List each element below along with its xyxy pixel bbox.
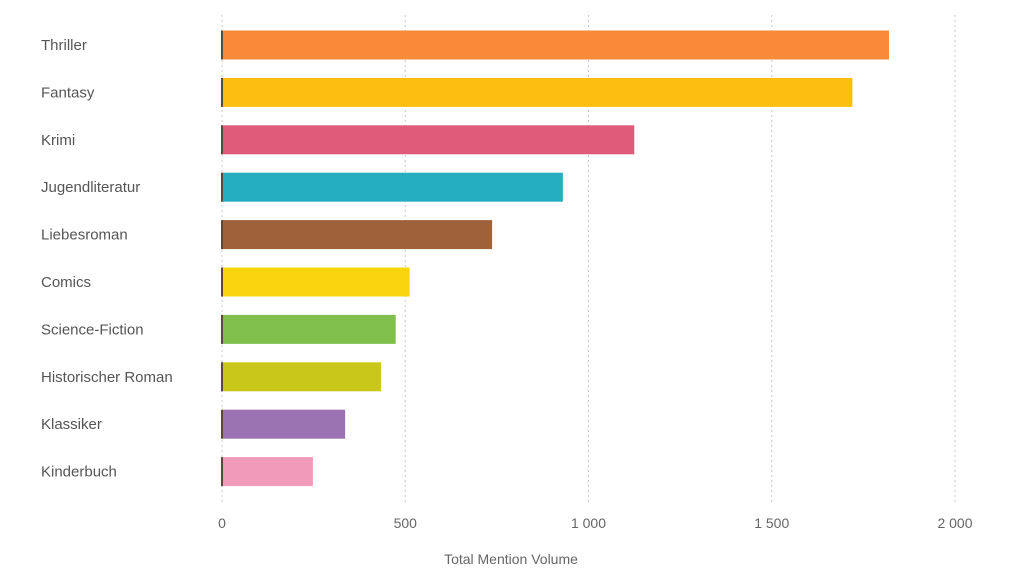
- category-label: Thriller: [41, 37, 87, 54]
- category-label: Historischer Roman: [41, 369, 173, 386]
- x-tick-label: 500: [394, 515, 418, 531]
- bar-liebesroman: [222, 220, 493, 250]
- bar-baseline: [221, 220, 223, 250]
- category-labels: Thriller Fantasy Krimi Jugendliteratur Liebe…: [41, 37, 173, 481]
- x-axis-label: Total Mention Volume: [444, 551, 578, 567]
- bar-kinderbuch: [222, 457, 313, 487]
- bar-science-fiction: [222, 314, 396, 344]
- category-label: Klassiker: [41, 416, 102, 433]
- category-label: Krimi: [41, 132, 75, 149]
- x-tick-labels: 0 500 1 000 1 500 2 000: [218, 515, 973, 531]
- x-tick-label: 0: [218, 515, 226, 531]
- category-label: Jugendliteratur: [41, 179, 140, 196]
- category-label: Fantasy: [41, 84, 95, 101]
- bar-klassiker: [222, 409, 346, 439]
- bar-baseline: [221, 362, 223, 392]
- bar-baseline: [221, 457, 223, 487]
- bar-fantasy: [222, 77, 853, 107]
- x-tick-label: 1 500: [754, 515, 789, 531]
- bar-baseline: [221, 314, 223, 344]
- x-tick-label: 1 000: [571, 515, 606, 531]
- bar-thriller: [222, 30, 890, 60]
- category-label: Science-Fiction: [41, 321, 144, 338]
- bar-baseline: [221, 30, 223, 60]
- bar-krimi: [222, 125, 635, 155]
- category-label: Kinderbuch: [41, 464, 117, 481]
- bar-baseline: [221, 267, 223, 297]
- category-label: Liebesroman: [41, 227, 128, 244]
- category-label: Comics: [41, 274, 91, 291]
- bars: [221, 30, 890, 487]
- x-tick-label: 2 000: [937, 515, 972, 531]
- bar-baseline: [221, 172, 223, 202]
- bar-baseline: [221, 125, 223, 155]
- bar-comics: [222, 267, 410, 297]
- bar-historischer-roman: [222, 362, 382, 392]
- bar-baseline: [221, 409, 223, 439]
- bar-baseline: [221, 77, 223, 107]
- bar-jugendliteratur: [222, 172, 563, 202]
